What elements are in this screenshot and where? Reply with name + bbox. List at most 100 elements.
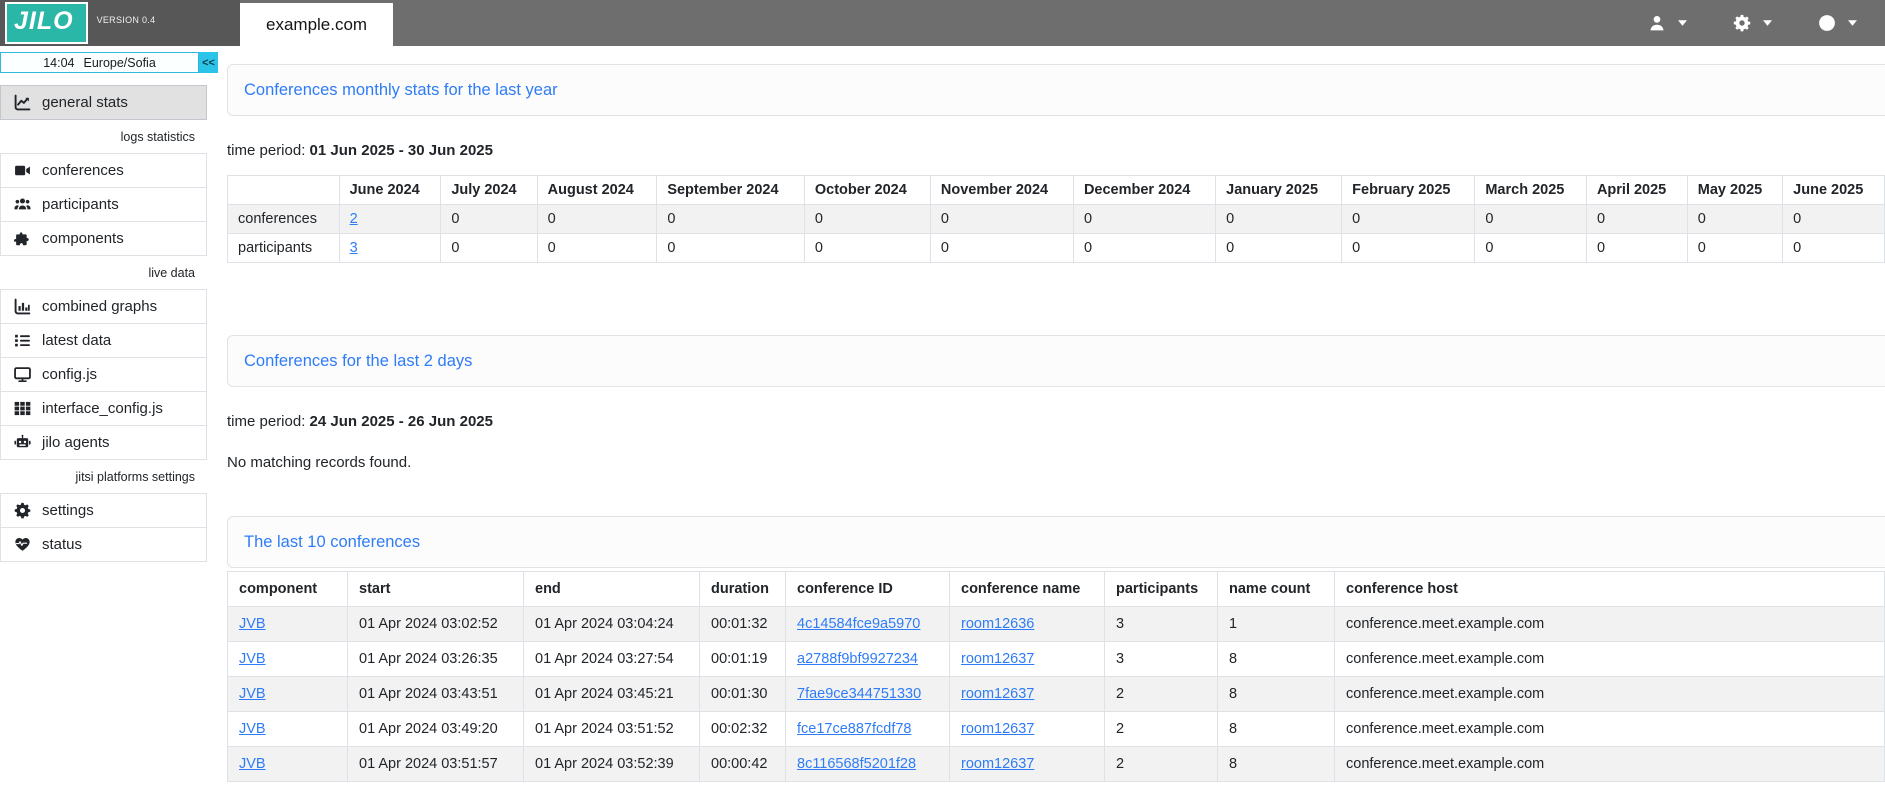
section-header-last-2-days[interactable]: Conferences for the last 2 days — [227, 335, 1885, 387]
sidebar: 14:04 Europe/Sofia << general stats logs … — [0, 46, 218, 809]
monthly-cell: 0 — [1072, 233, 1217, 263]
monthly-value-link[interactable]: 2 — [349, 211, 358, 227]
conference-cell: 01 Apr 2024 03:04:24 — [523, 606, 700, 642]
conference-cell-link[interactable]: 4c14584fce9a5970 — [797, 616, 921, 632]
time-period-value: 24 Jun 2025 - 26 Jun 2025 — [309, 413, 493, 430]
conference-column-header: component — [227, 571, 348, 607]
section-title: Conferences for the last 2 days — [244, 351, 473, 370]
conference-cell-link[interactable]: JVB — [239, 721, 266, 737]
conference-cell: 4c14584fce9a5970 — [785, 606, 950, 642]
conference-cell: room12637 — [949, 746, 1105, 782]
conference-cell-link[interactable]: fce17ce887fcdf78 — [797, 721, 912, 737]
sidebar-item-label: settings — [42, 502, 94, 519]
chart-column-icon — [14, 298, 31, 315]
conference-cell-link[interactable]: room12637 — [961, 721, 1035, 737]
monthly-column-header — [227, 175, 340, 205]
conference-cell-link[interactable]: room12636 — [961, 616, 1035, 632]
monthly-cell: 0 — [440, 204, 538, 234]
monthly-column-header: June 2024 — [338, 175, 442, 205]
conference-column-header: participants — [1104, 571, 1218, 607]
monthly-row-label: participants — [227, 233, 340, 263]
sidebar-item-participants[interactable]: participants — [0, 187, 207, 222]
sidebar-item-label: conferences — [42, 162, 124, 179]
conference-cell-link[interactable]: 8c116568f5201f28 — [797, 756, 917, 772]
sidebar-section-label: jitsi platforms settings — [75, 469, 195, 484]
caret-down-icon — [1763, 20, 1772, 26]
sidebar-item-config-js[interactable]: config.js — [0, 357, 207, 392]
monthly-value-link[interactable]: 3 — [349, 240, 358, 256]
monthly-column-header: August 2024 — [536, 175, 658, 205]
info-menu[interactable] — [1818, 14, 1857, 32]
user-menu[interactable] — [1648, 14, 1687, 32]
platform-tab-label: example.com — [266, 14, 368, 34]
sidebar-item-settings[interactable]: settings — [0, 493, 207, 528]
conference-cell: conference.meet.example.com — [1334, 606, 1885, 642]
monthly-cell: 0 — [1341, 233, 1476, 263]
conference-cell: 01 Apr 2024 03:02:52 — [347, 606, 524, 642]
monthly-cell: 0 — [803, 233, 931, 263]
display-icon — [14, 366, 31, 383]
conference-cell: 00:01:30 — [699, 676, 786, 712]
sidebar-item-conferences[interactable]: conferences — [0, 153, 207, 188]
version-label: VERSION 0.4 — [96, 15, 156, 25]
conference-cell: conference.meet.example.com — [1334, 676, 1885, 712]
sidebar-item-latest-data[interactable]: latest data — [0, 323, 207, 358]
conference-cell-link[interactable]: room12637 — [961, 686, 1035, 702]
conference-cell-link[interactable]: room12637 — [961, 651, 1035, 667]
monthly-cell: 0 — [440, 233, 538, 263]
conference-cell: JVB — [227, 676, 348, 712]
monthly-cell: 0 — [1215, 233, 1343, 263]
chart-line-icon — [14, 94, 31, 111]
monthly-cell: 0 — [1072, 204, 1217, 234]
sidebar-section-label: live data — [148, 265, 195, 280]
monthly-cell: 0 — [656, 204, 805, 234]
list-icon — [14, 332, 31, 349]
sidebar-item-label: interface_config.js — [42, 400, 163, 417]
sidebar-item-combined-graphs[interactable]: combined graphs — [0, 289, 207, 324]
conference-cell-link[interactable]: JVB — [239, 686, 266, 702]
monthly-cell: 0 — [1474, 233, 1587, 263]
sidebar-item-general-stats[interactable]: general stats — [0, 85, 207, 120]
conference-cell: JVB — [227, 711, 348, 747]
conference-row: JVB 01 Apr 2024 03:51:57 01 Apr 2024 03:52… — [227, 746, 1885, 782]
sidebar-item-label: participants — [42, 196, 119, 213]
conference-cell-link[interactable]: JVB — [239, 756, 266, 772]
conference-cell: conference.meet.example.com — [1334, 641, 1885, 677]
conference-cell: 1 — [1217, 606, 1335, 642]
conference-cell-link[interactable]: JVB — [239, 616, 266, 632]
conference-cell-link[interactable]: JVB — [239, 651, 266, 667]
monthly-column-header: February 2025 — [1341, 175, 1476, 205]
caret-down-icon — [1848, 20, 1857, 26]
sidebar-item-jilo-agents[interactable]: jilo agents — [0, 425, 207, 460]
conference-cell-link[interactable]: a2788f9bf9927234 — [797, 651, 918, 667]
conference-row: JVB 01 Apr 2024 03:02:52 01 Apr 2024 03:04… — [227, 606, 1885, 642]
settings-menu[interactable] — [1733, 14, 1772, 32]
monthly-cell: 0 — [1686, 233, 1784, 263]
conference-cell: 3 — [1104, 606, 1218, 642]
section-header-monthly-stats[interactable]: Conferences monthly stats for the last y… — [227, 64, 1885, 116]
monthly-cell: 0 — [1474, 204, 1587, 234]
gear-icon — [1733, 14, 1751, 32]
conference-cell: 01 Apr 2024 03:27:54 — [523, 641, 700, 677]
sidebar-item-components[interactable]: components — [0, 221, 207, 256]
monthly-cell: 0 — [1585, 233, 1688, 263]
platform-tab[interactable]: example.com — [240, 3, 394, 46]
brand-area: JILO VERSION 0.4 — [0, 0, 240, 46]
monthly-cell: 0 — [1585, 204, 1688, 234]
monthly-column-header: March 2025 — [1474, 175, 1587, 205]
conference-cell-link[interactable]: room12637 — [961, 756, 1035, 772]
sidebar-item-status[interactable]: status — [0, 527, 207, 562]
sidebar-item-label: combined graphs — [42, 298, 158, 315]
conference-cell: 00:01:19 — [699, 641, 786, 677]
conference-cell-link[interactable]: 7fae9ce344751330 — [797, 686, 922, 702]
conference-column-header: start — [347, 571, 524, 607]
gear-icon — [14, 502, 31, 519]
sidebar-item-label: latest data — [42, 332, 112, 349]
monthly-column-header: July 2024 — [440, 175, 538, 205]
conference-cell: room12637 — [949, 641, 1105, 677]
sidebar-item-label: jilo agents — [42, 434, 110, 451]
top-bar: JILO VERSION 0.4 example.com — [0, 0, 1885, 46]
sidebar-item-interface-config-js[interactable]: interface_config.js — [0, 391, 207, 426]
sidebar-collapse-button[interactable]: << — [199, 52, 218, 73]
section-header-last-10-conferences[interactable]: The last 10 conferences — [227, 516, 1885, 568]
